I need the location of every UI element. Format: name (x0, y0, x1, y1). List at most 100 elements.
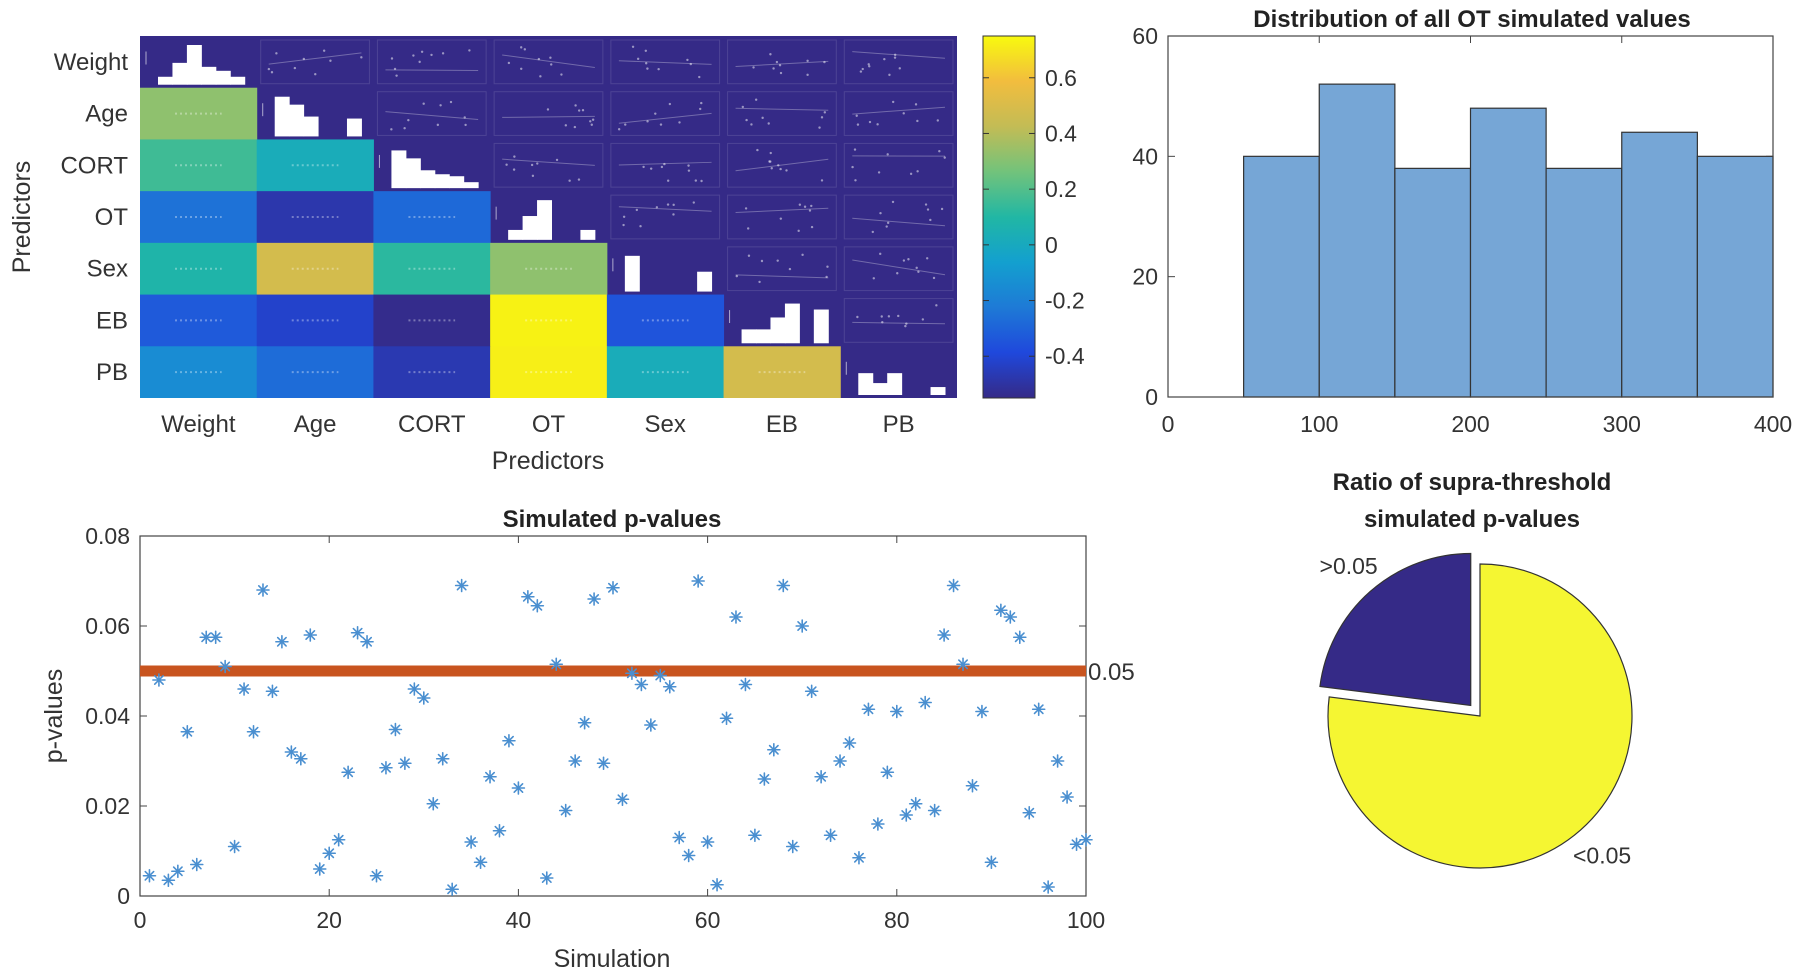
corr-cell (723, 346, 841, 398)
scatter-dot (909, 172, 913, 176)
data-point (767, 742, 781, 757)
fit-line (852, 217, 946, 227)
subplot-frame (376, 91, 487, 136)
data-point (852, 850, 866, 865)
scatter-dot (293, 66, 297, 70)
data-point (189, 857, 204, 872)
scatter-dot (636, 57, 640, 61)
scatter-dot (464, 123, 467, 127)
colorbar: 0.6 0.4 0.2 0 -0.2 -0.4 (982, 35, 1085, 399)
scatter-dot (803, 205, 807, 208)
x-tick-label: 0 (1162, 411, 1175, 437)
scatter-dot (420, 50, 424, 53)
data-point (1041, 880, 1055, 894)
scatter-dot (767, 122, 770, 125)
scatter-dot (741, 105, 745, 109)
subplot-frame (376, 39, 487, 85)
data-point (994, 603, 1008, 618)
data-point (738, 677, 753, 692)
data-point (1069, 837, 1084, 852)
scatter-dot (539, 75, 542, 78)
scatter-dot (655, 206, 659, 209)
diag-hist-bar (624, 255, 640, 292)
data-point (294, 751, 308, 766)
scatter-subplot (843, 298, 954, 343)
scatter-dot (735, 274, 738, 278)
corr-cell (256, 294, 374, 347)
pie-slice (1319, 552, 1472, 707)
data-point (398, 756, 412, 771)
scatter-dot (275, 52, 278, 55)
subplot-frame (843, 194, 954, 240)
histogram-title: Distribution of all OT simulated values (1253, 6, 1690, 33)
scatter-dot (826, 265, 829, 268)
subplot-frame (727, 91, 837, 136)
scatter-title: Simulated p-values (503, 506, 722, 533)
scatter-dot (577, 109, 581, 112)
scatter-dot (932, 276, 936, 280)
scatter-dot (360, 56, 363, 59)
subplot-frame (727, 246, 837, 292)
diag-hist-bar (522, 216, 538, 240)
fit-line (735, 274, 829, 279)
data-point (303, 628, 318, 642)
scatter-dot (761, 116, 764, 120)
data-point (937, 628, 951, 642)
scatter-dot (750, 123, 753, 126)
subplot-frame (843, 246, 954, 292)
data-point (1031, 702, 1046, 717)
x-tick-label: 400 (1754, 411, 1792, 437)
scatter-dot (859, 70, 863, 73)
scatter-dot (801, 253, 804, 257)
scatter-dot (754, 98, 758, 101)
scatter-dot (560, 73, 563, 76)
data-point (662, 679, 677, 694)
scatter-dot (270, 71, 274, 74)
scatter-dot (851, 165, 854, 169)
matrix-y-axis-label: Predictors (8, 161, 36, 274)
p-value-scatter: Simulated p-values 0 20 40 60 80 100 0 0.02 0.04… (40, 506, 1135, 973)
diag-hist-bar (391, 150, 407, 189)
scatter-dot (441, 52, 445, 55)
subplot-frame (727, 142, 837, 188)
row-label: CORT (60, 152, 128, 179)
scatter-dot (779, 217, 783, 220)
data-point (681, 848, 696, 863)
scatter-dot (663, 162, 666, 166)
matrix-row-labels: Weight Age CORT OT Sex EB PB (54, 49, 129, 386)
scatter-dot (806, 73, 809, 77)
scatter-dot (520, 46, 523, 49)
fit-line (735, 107, 829, 111)
diag-hist-bar (230, 76, 246, 85)
scatter-dot (635, 208, 639, 212)
row-label: Age (85, 101, 128, 128)
data-point (795, 619, 810, 633)
scatter-dot (916, 170, 919, 173)
y-tick-label: 40 (1132, 143, 1158, 169)
scatter-subplot (493, 142, 604, 188)
data-point (312, 862, 327, 876)
corr-cell (373, 242, 491, 296)
column-label: PB (883, 411, 915, 438)
row-label: Weight (54, 49, 129, 76)
fit-line (735, 158, 829, 172)
fit-line (385, 69, 479, 72)
diag-hist-bar (872, 383, 888, 395)
y-tick-label: 60 (1132, 23, 1158, 49)
data-point (615, 792, 630, 807)
scatter-dot (916, 119, 919, 123)
scatter-dot (574, 104, 577, 107)
row-label: OT (95, 204, 129, 231)
histogram-bar (1696, 155, 1774, 398)
fit-line (735, 60, 829, 68)
pie-slice-label: >0.05 (1320, 553, 1378, 579)
column-label: Sex (645, 411, 686, 438)
scatter-dot (403, 127, 406, 130)
scatter-dot (896, 272, 899, 275)
diag-hist-bar (172, 62, 188, 85)
corr-cell (373, 191, 491, 244)
scatter-dot (672, 203, 675, 207)
scatter-dot (879, 252, 882, 256)
colorbar-tick-label: -0.4 (1045, 343, 1085, 369)
corr-cell (140, 87, 258, 140)
